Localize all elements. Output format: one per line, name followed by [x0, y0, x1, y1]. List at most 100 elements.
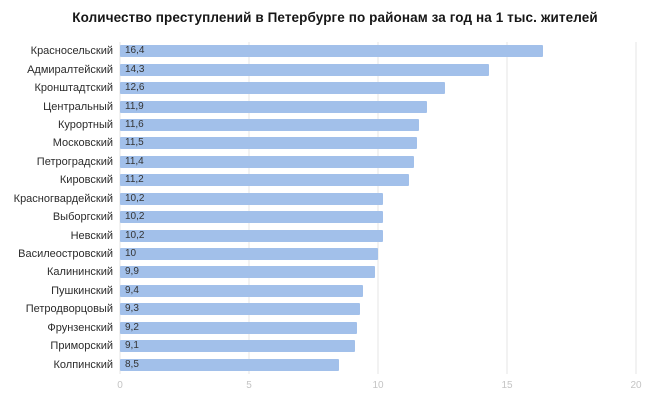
value-label: 9,4	[125, 284, 139, 296]
bar: 10	[120, 248, 378, 261]
chart-row: Калининский 9,9	[0, 263, 636, 281]
chart-row: Петродворцовый 9,3	[0, 300, 636, 318]
chart-row: Красносельский 16,4	[0, 42, 636, 60]
chart-row: Фрунзенский 9,2	[0, 319, 636, 337]
value-label: 9,3	[125, 303, 139, 315]
bar-track: 11,4	[120, 155, 636, 168]
bar-track: 10,2	[120, 211, 636, 224]
gridline	[506, 42, 508, 374]
bar: 10,2	[120, 192, 384, 205]
category-label: Красносельский	[30, 45, 113, 58]
value-label: 12,6	[125, 82, 145, 94]
chart-row: Кронштадтский 12,6	[0, 79, 636, 97]
category-label: Колпинский	[53, 358, 113, 371]
bar: 11,4	[120, 155, 415, 168]
value-label: 16,4	[125, 45, 145, 57]
bar-track: 11,5	[120, 137, 636, 150]
chart-row: Московский 11,5	[0, 134, 636, 152]
category-label: Центральный	[43, 100, 113, 113]
chart-row: Петроградский 11,4	[0, 153, 636, 171]
category-label: Василеостровский	[18, 248, 113, 261]
bar: 12,6	[120, 82, 446, 95]
chart-row: Колпинский 8,5	[0, 355, 636, 373]
category-label: Фрунзенский	[47, 321, 113, 334]
x-tick-label: 5	[246, 380, 252, 391]
x-tick-label: 15	[501, 380, 513, 391]
value-label: 9,1	[125, 340, 139, 352]
bar-track: 10,2	[120, 192, 636, 205]
bar: 9,1	[120, 340, 355, 353]
category-label: Невский	[70, 229, 113, 242]
bar-track: 16,4	[120, 45, 636, 58]
bar: 8,5	[120, 358, 340, 371]
bar: 11,6	[120, 118, 420, 131]
bar-track: 9,4	[120, 284, 636, 297]
grid-layer	[119, 42, 637, 374]
bar-rows: Красносельский 16,4 Адмиралтейский 14,3 Крон…	[0, 42, 636, 374]
value-label: 11,2	[125, 174, 144, 186]
chart-row: Красногвардейский 10,2	[0, 190, 636, 208]
category-label: Калининский	[47, 266, 113, 279]
chart-row: Невский 10,2	[0, 226, 636, 244]
value-label: 11,6	[125, 118, 144, 130]
bar-track: 9,1	[120, 340, 636, 353]
bar: 9,4	[120, 284, 363, 297]
gridline	[248, 42, 250, 374]
bar-track: 9,2	[120, 321, 636, 334]
bar-track: 14,3	[120, 63, 636, 76]
value-label: 10,2	[125, 229, 145, 241]
gridline	[119, 42, 121, 374]
category-label: Петродворцовый	[25, 303, 113, 316]
bar-track: 8,5	[120, 358, 636, 371]
value-label: 10	[125, 248, 137, 260]
chart-row: Курортный 11,6	[0, 116, 636, 134]
plot-area: Красносельский 16,4 Адмиралтейский 14,3 Крон…	[0, 38, 670, 400]
category-label: Приморский	[50, 340, 113, 353]
bar: 16,4	[120, 45, 544, 58]
bar-track: 11,6	[120, 118, 636, 131]
x-tick-label: 10	[372, 380, 384, 391]
x-tick-label: 0	[117, 380, 123, 391]
bar-track: 10,2	[120, 229, 636, 242]
chart-row: Приморский 9,1	[0, 337, 636, 355]
bar: 10,2	[120, 211, 384, 224]
category-label: Петроградский	[36, 155, 113, 168]
category-label: Выборгский	[52, 211, 113, 224]
chart-row: Выборгский 10,2	[0, 208, 636, 226]
bar: 11,9	[120, 100, 428, 113]
value-label: 10,2	[125, 192, 145, 204]
category-label: Кронштадтский	[34, 82, 113, 95]
chart-row: Василеостровский 10	[0, 245, 636, 263]
gridline	[377, 42, 379, 374]
value-label: 11,4	[125, 155, 144, 167]
category-label: Московский	[52, 137, 113, 150]
value-label: 9,2	[125, 321, 139, 333]
bar-track: 11,2	[120, 174, 636, 187]
value-label: 8,5	[125, 358, 139, 370]
chart-row: Кировский 11,2	[0, 171, 636, 189]
x-axis: 0 5 10 15 20	[117, 380, 641, 394]
value-label: 9,9	[125, 266, 139, 278]
bar-track: 9,9	[120, 266, 636, 279]
category-label: Курортный	[57, 118, 113, 131]
value-label: 11,5	[125, 137, 144, 149]
chart-row: Адмиралтейский 14,3	[0, 60, 636, 78]
bar: 9,2	[120, 321, 358, 334]
value-label: 10,2	[125, 211, 145, 223]
bar-track: 10	[120, 248, 636, 261]
bar: 11,2	[120, 174, 409, 187]
category-label: Адмиралтейский	[27, 63, 113, 76]
chart-row: Центральный 11,9	[0, 97, 636, 115]
bar-track: 9,3	[120, 303, 636, 316]
bar: 9,9	[120, 266, 376, 279]
bar: 14,3	[120, 63, 489, 76]
bar-track: 12,6	[120, 82, 636, 95]
gridline	[635, 42, 637, 374]
category-label: Кировский	[59, 174, 113, 187]
bar: 9,3	[120, 303, 360, 316]
chart-row: Пушкинский 9,4	[0, 282, 636, 300]
bar: 11,5	[120, 137, 417, 150]
bar-track: 11,9	[120, 100, 636, 113]
bar: 10,2	[120, 229, 384, 242]
